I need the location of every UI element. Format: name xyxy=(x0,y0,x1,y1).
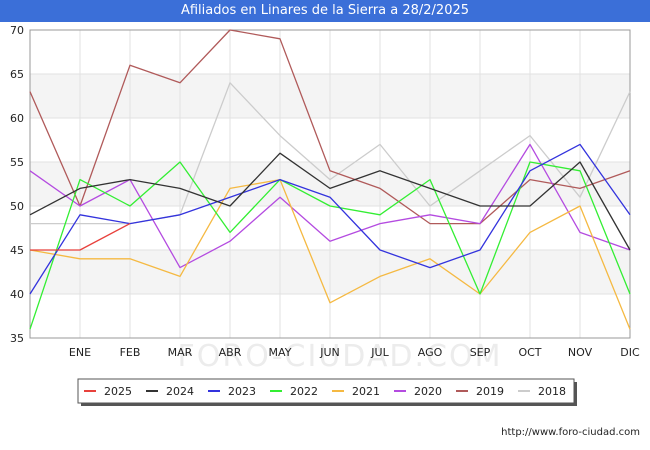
plot-border xyxy=(29,29,631,339)
source-url[interactable]: http://www.foro-ciudad.com xyxy=(501,427,640,438)
y-tick-label: 70 xyxy=(10,24,24,37)
legend-label: 2025 xyxy=(104,385,132,398)
series-line-2024 xyxy=(29,152,631,251)
y-tick-label: 65 xyxy=(10,68,24,81)
x-tick-label: NOV xyxy=(568,346,593,359)
legend-box xyxy=(77,378,575,404)
chart-title: Afiliados en Linares de la Sierra a 28/2… xyxy=(0,0,650,22)
y-tick-label: 50 xyxy=(10,200,24,213)
watermark: FORO-CIUDAD.COM xyxy=(178,339,503,374)
y-tick-label: 40 xyxy=(10,288,24,301)
series-line-2019 xyxy=(29,29,631,225)
series-line-2025 xyxy=(30,223,131,251)
x-tick-label: FEB xyxy=(120,346,141,359)
x-tick-label: MAR xyxy=(168,346,193,359)
x-tick-label: ENE xyxy=(69,346,91,359)
legend-label: 2022 xyxy=(290,385,318,398)
series-line-2021 xyxy=(29,178,631,330)
x-tick-label: SEP xyxy=(470,346,491,359)
legend-label: 2019 xyxy=(476,385,504,398)
legend-label: 2023 xyxy=(228,385,256,398)
x-tick-label: MAY xyxy=(269,346,292,359)
x-tick-label: OCT xyxy=(518,346,541,359)
y-tick-label: 60 xyxy=(10,112,24,125)
x-tick-label: JUL xyxy=(370,346,389,359)
legend-label: 2024 xyxy=(166,385,194,398)
x-tick-label: DIC xyxy=(620,346,640,359)
x-tick-label: ABR xyxy=(219,346,242,359)
y-tick-label: 35 xyxy=(10,332,24,345)
y-tick-label: 55 xyxy=(10,156,24,169)
legend-label: 2020 xyxy=(414,385,442,398)
y-tick-label: 45 xyxy=(10,244,24,257)
x-tick-label: JUN xyxy=(319,346,340,359)
legend: 2025 2024 2023 2022 2021 2020 2019 2018 xyxy=(77,378,577,406)
legend-label: 2018 xyxy=(538,385,566,398)
series-line-2022 xyxy=(29,161,631,330)
x-tick-label: AGO xyxy=(418,346,443,359)
legend-label: 2021 xyxy=(352,385,380,398)
